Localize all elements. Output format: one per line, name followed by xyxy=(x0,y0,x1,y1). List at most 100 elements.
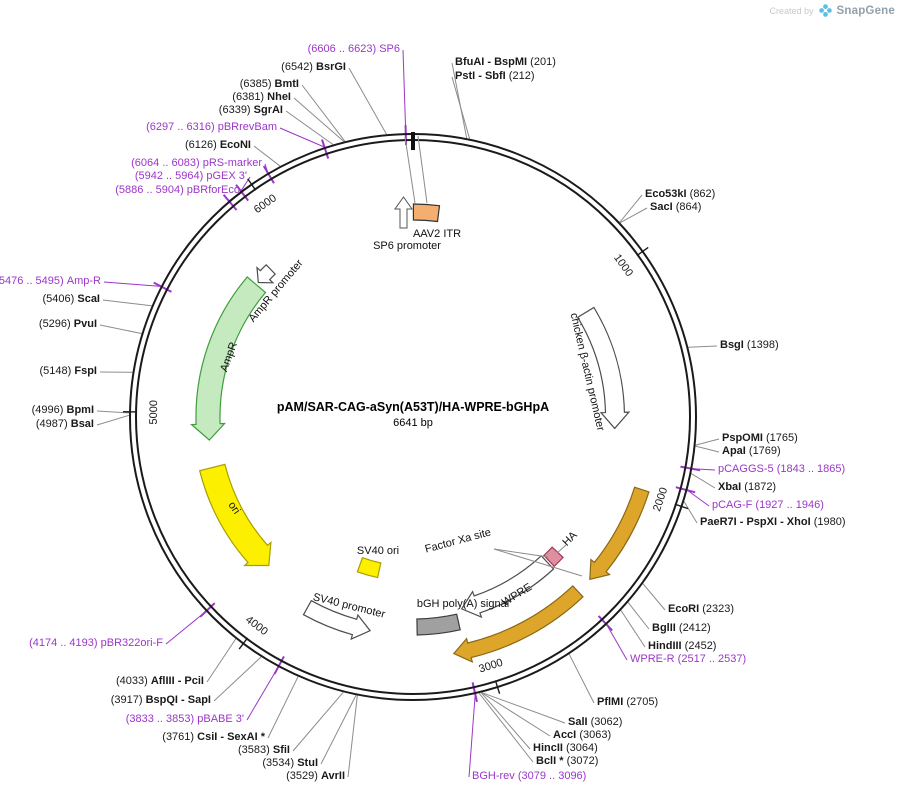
feature-label[interactable]: Factor Xa site xyxy=(423,526,493,556)
site-position: (3529) xyxy=(286,770,318,782)
ori-feature[interactable] xyxy=(198,463,272,567)
enzyme-label[interactable]: (5148) FspI xyxy=(40,365,97,378)
site-name: PaeR7I - PspXI - XhoI xyxy=(700,516,811,528)
site-name: PflMI xyxy=(597,696,624,708)
feature-label[interactable]: AAV2 ITR xyxy=(412,228,462,240)
enzyme-label[interactable]: PspOMI (1765) xyxy=(722,432,798,445)
feature-label[interactable]: WPRE xyxy=(499,581,535,609)
sv40-promoter-feature[interactable] xyxy=(302,599,372,641)
site-name: XbaI xyxy=(718,481,742,493)
enzyme-label[interactable]: SalI (3062) xyxy=(568,716,622,729)
primer-label[interactable]: (6064 .. 6083) pRS-marker xyxy=(131,157,262,170)
site-position: (5942 .. 5964) xyxy=(134,170,204,182)
primer-label[interactable]: (5942 .. 5964) pGEX 3' xyxy=(135,170,247,183)
site-name: CsiI - SexAI * xyxy=(197,731,265,743)
feature-label[interactable]: AmpR xyxy=(218,340,240,374)
primer-label[interactable]: (5886 .. 5904) pBRforEco xyxy=(115,184,240,197)
cba-promoter-feature[interactable] xyxy=(576,306,631,430)
enzyme-label[interactable]: (6385) BmtI xyxy=(240,78,299,91)
enzyme-label[interactable]: SacI (864) xyxy=(650,201,701,214)
enzyme-label[interactable]: BsgI (1398) xyxy=(720,339,779,352)
feature-label[interactable]: HA xyxy=(560,529,580,549)
site-position: (2517 .. 2537) xyxy=(677,653,747,665)
enzyme-label[interactable]: Eco53kI (862) xyxy=(645,188,715,201)
site-position: (1769) xyxy=(748,445,781,457)
aav2-itr-feature[interactable] xyxy=(412,203,441,223)
enzyme-label[interactable]: (4996) BpmI xyxy=(32,404,94,417)
feature-label[interactable]: SV40 promoter xyxy=(311,591,387,621)
primer-label[interactable]: (4174 .. 4193) pBR322ori-F xyxy=(29,637,163,650)
ha-tag-feature[interactable] xyxy=(543,546,564,568)
site-position: (1980) xyxy=(813,516,846,528)
site-name: pBR322ori-F xyxy=(100,637,163,649)
primer-label[interactable]: BGH-rev (3079 .. 3096) xyxy=(472,770,586,783)
enzyme-label[interactable]: PflMI (2705) xyxy=(597,696,658,709)
enzyme-label[interactable]: (6542) BsrGI xyxy=(281,61,346,74)
callout-line xyxy=(96,410,130,414)
primer-label[interactable]: (5476 .. 5495) Amp-R xyxy=(0,275,101,288)
callout-line xyxy=(468,694,476,778)
enzyme-label[interactable]: PstI - SbfI (212) xyxy=(455,70,534,83)
primer-label[interactable]: WPRE-R (2517 .. 2537) xyxy=(630,653,746,666)
site-position: (1843 .. 1865) xyxy=(776,463,846,475)
enzyme-label[interactable]: (3761) CsiI - SexAI * xyxy=(162,731,265,744)
enzyme-label[interactable]: BfuAI - BspMI (201) xyxy=(455,56,556,69)
site-name: pCAG-F xyxy=(712,499,753,511)
created-by-text: Created by xyxy=(769,5,814,16)
enzyme-label[interactable]: (3534) StuI xyxy=(262,757,318,770)
wpre-feature[interactable] xyxy=(460,554,555,619)
feature-label[interactable]: ori xyxy=(225,499,243,517)
site-name: EcoNI xyxy=(219,139,251,151)
scale-tick xyxy=(636,246,649,257)
callout-line xyxy=(481,692,551,737)
feature-label[interactable]: AmpR promoter xyxy=(246,257,306,325)
ampr-promoter-feature[interactable] xyxy=(256,263,277,284)
enzyme-label[interactable]: BclI * (3072) xyxy=(536,755,598,768)
enzyme-label[interactable]: (3529) AvrII xyxy=(286,770,345,783)
sv40-ori-feature[interactable] xyxy=(356,556,382,579)
primer-label[interactable]: pCAGGS-5 (1843 .. 1865) xyxy=(718,463,845,476)
site-position: (3833 .. 3853) xyxy=(125,713,195,725)
site-position: (1765) xyxy=(766,432,798,444)
site-name: EcoRI xyxy=(668,603,700,615)
enzyme-label[interactable]: BglII (2412) xyxy=(652,622,711,635)
enzyme-label[interactable]: (5296) PvuI xyxy=(39,318,97,331)
ampr-feature[interactable] xyxy=(190,276,267,441)
site-name: ApaI xyxy=(722,445,746,457)
enzyme-label[interactable]: (6126) EcoNI xyxy=(185,139,251,152)
asyn-gold-arc-2[interactable] xyxy=(452,585,584,663)
feature-label[interactable]: bGH poly(A) signal xyxy=(416,598,510,610)
sp6-promoter-arrow[interactable] xyxy=(394,196,413,229)
site-position: (864) xyxy=(675,201,702,213)
asyn-gold-arc-1[interactable] xyxy=(589,486,650,581)
enzyme-label[interactable]: (6381) NheI xyxy=(232,91,291,104)
site-name: BsgI xyxy=(720,339,744,351)
enzyme-label[interactable]: XbaI (1872) xyxy=(718,481,776,494)
enzyme-label[interactable]: HindIII (2452) xyxy=(648,640,716,653)
enzyme-label[interactable]: ApaI (1769) xyxy=(722,445,781,458)
enzyme-label[interactable]: AccI (3063) xyxy=(553,729,611,742)
feature-label[interactable]: SV40 ori xyxy=(356,545,400,557)
primer-label[interactable]: (6297 .. 6316) pBRrevBam xyxy=(146,121,277,134)
enzyme-label[interactable]: (4033) AflIII - PciI xyxy=(116,675,204,688)
enzyme-label[interactable]: PaeR7I - PspXI - XhoI (1980) xyxy=(700,516,846,529)
enzyme-label[interactable]: (3583) SfiI xyxy=(238,744,290,757)
enzyme-label[interactable]: (6339) SgrAI xyxy=(219,104,283,117)
callout-line xyxy=(213,656,262,702)
enzyme-label[interactable]: (5406) ScaI xyxy=(43,293,101,306)
callout-line xyxy=(481,692,566,724)
scale-tick-label: 5000 xyxy=(148,400,160,425)
enzyme-label[interactable]: EcoRI (2323) xyxy=(668,603,734,616)
feature-label[interactable]: chicken β-actin promoter xyxy=(567,311,607,433)
enzyme-label[interactable]: HincII (3064) xyxy=(533,742,598,755)
primer-label[interactable]: pCAG-F (1927 .. 1946) xyxy=(712,499,824,512)
bgh-polya-feature[interactable] xyxy=(416,613,461,636)
plasmid-title-block: pAM/SAR-CAG-aSyn(A53T)/HA-WPRE-bGHpA 664… xyxy=(277,400,549,429)
enzyme-label[interactable]: (4987) BsaI xyxy=(36,418,94,431)
primer-label[interactable]: (3833 .. 3853) pBABE 3' xyxy=(126,713,244,726)
enzyme-label[interactable]: (3917) BspQI - SapI xyxy=(111,694,211,707)
site-position: (2412) xyxy=(678,622,711,634)
primer-tick xyxy=(235,184,249,202)
feature-label[interactable]: SP6 promoter xyxy=(373,240,441,252)
primer-label[interactable]: (6606 .. 6623) SP6 xyxy=(308,43,400,56)
